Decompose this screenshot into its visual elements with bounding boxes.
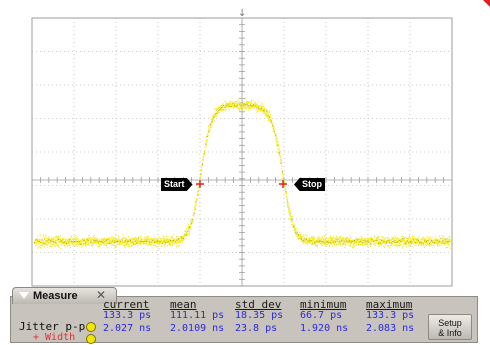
width-source-swatch — [86, 334, 96, 344]
trigger-arrow-icon: ↓ — [238, 8, 246, 19]
jitter-std-dev: 18.35 ps — [235, 310, 284, 321]
width-mean: 2.0109 ns — [170, 323, 225, 334]
width-minimum: 1.920 ns — [300, 323, 349, 334]
corner-indicator-icon — [483, 0, 490, 7]
measure-tab-label: Measure — [33, 290, 78, 302]
setup-info-button[interactable]: Setup & Info — [428, 314, 472, 340]
waveform-display: ↓ — [31, 8, 453, 287]
close-icon[interactable]: ✕ — [96, 288, 107, 302]
jitter-minimum: 66.7 ps — [300, 310, 343, 321]
width-maximum: 2.083 ns — [366, 323, 415, 334]
column-header-mean: mean — [170, 298, 197, 311]
collapse-triangle-icon[interactable] — [19, 292, 29, 299]
stop-marker-label[interactable]: Stop — [294, 178, 325, 191]
jitter-mean: 111.11 ps — [170, 310, 225, 321]
jitter-source-swatch — [86, 322, 96, 332]
row-label-width: + Width — [33, 332, 76, 343]
column-header-maximum: maximum — [366, 298, 413, 311]
jitter-maximum: 133.3 ps — [366, 310, 415, 321]
stop-crosshair-icon[interactable] — [279, 180, 287, 188]
width-std-dev: 23.8 ps — [235, 323, 278, 334]
column-header-minimum: minimum — [300, 298, 347, 311]
waveform-trace — [34, 97, 452, 250]
measure-tab[interactable]: Measure ✕ — [12, 287, 117, 304]
column-header-current: current — [103, 298, 150, 311]
column-header-std-dev: std dev — [235, 298, 282, 311]
row-label-jitter: Jitter p-p — [19, 320, 86, 333]
start-crosshair-icon[interactable] — [196, 180, 204, 188]
jitter-current: 133.3 ps — [103, 310, 152, 321]
start-marker-label[interactable]: Start — [161, 178, 193, 191]
width-current: 2.027 ns — [103, 323, 152, 334]
